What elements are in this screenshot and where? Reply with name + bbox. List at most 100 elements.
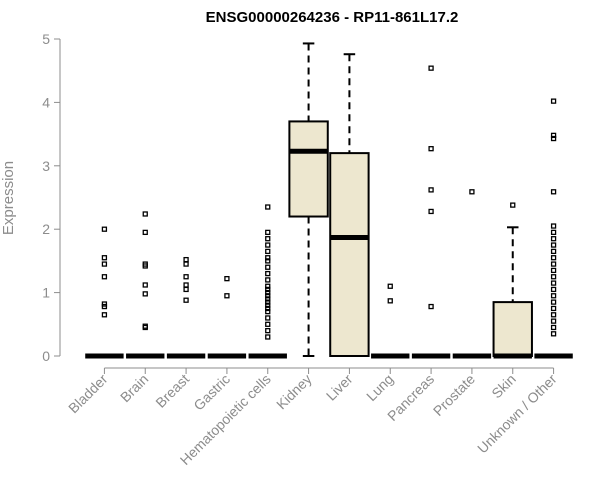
outlier-point [428, 187, 434, 193]
outlier-point [224, 293, 230, 299]
box-iqr [329, 152, 370, 357]
outlier-point [265, 289, 271, 296]
outlier-point [550, 274, 557, 280]
outlier-point [142, 229, 148, 236]
outlier-point [387, 298, 393, 304]
outlier-point [265, 204, 271, 210]
outlier-point [183, 286, 189, 293]
outlier-point [265, 270, 271, 277]
outlier-point [550, 286, 557, 293]
y-axis-label: Expression [0, 161, 17, 235]
y-tick-label: 2 [42, 221, 50, 237]
x-tick-label: Brain [117, 371, 151, 405]
outlier-point [265, 321, 271, 327]
box-brain [126, 211, 165, 359]
box-kidney [288, 42, 329, 357]
outlier-point [142, 261, 148, 267]
outlier-point [224, 276, 230, 282]
outlier-point [550, 312, 557, 318]
outlier-point [142, 282, 148, 288]
outlier-point [550, 135, 557, 142]
outlier-point [265, 327, 271, 334]
outlier-point [428, 303, 434, 310]
outlier-point [265, 258, 271, 264]
outlier-point [101, 312, 108, 318]
outlier-point [101, 226, 108, 232]
outlier-point [265, 242, 271, 248]
box-iqr [492, 301, 533, 357]
box-lung [371, 283, 410, 359]
outlier-point [101, 274, 108, 280]
outlier-point [550, 331, 557, 337]
outlier-point [550, 189, 557, 195]
x-tick-label: Bladder [65, 371, 111, 417]
outlier-point [101, 255, 108, 261]
x-tick-label: Prostate [430, 371, 478, 419]
outlier-point [265, 248, 271, 255]
outlier-point [101, 301, 108, 307]
outlier-point [101, 261, 108, 267]
outlier-point [550, 242, 557, 248]
y-tick-label: 5 [42, 31, 50, 47]
outlier-point [183, 274, 189, 280]
outlier-point [142, 291, 148, 297]
outlier-point [387, 283, 393, 289]
outlier-point [550, 98, 557, 104]
y-axis: 0 1 2 3 4 5 [42, 31, 61, 364]
outlier-point [428, 65, 434, 71]
outlier-point [265, 277, 271, 283]
y-tick-label: 1 [42, 285, 50, 301]
outlier-point [550, 299, 557, 305]
box-hematopoietic-cells [248, 204, 287, 359]
box-liver [329, 53, 370, 357]
outlier-point [550, 255, 557, 261]
box-iqr [288, 120, 329, 218]
outlier-point [469, 189, 475, 195]
box-gastric [207, 276, 247, 359]
outlier-point [550, 324, 557, 331]
x-tick-label: Skin [488, 371, 519, 402]
outlier-point [428, 208, 434, 215]
x-tick-label: Breast [152, 371, 192, 411]
box-pancreas [411, 65, 451, 359]
outlier-point [550, 236, 557, 242]
outlier-point [510, 202, 516, 208]
outlier-point [265, 299, 271, 305]
outlier-point [265, 334, 271, 340]
outlier-point [265, 229, 271, 236]
outlier-point [142, 211, 148, 217]
outlier-point [265, 236, 271, 242]
box-bladder [85, 226, 124, 359]
outlier-point [265, 293, 271, 299]
outlier-point [265, 283, 271, 289]
outlier-point [183, 282, 189, 288]
outlier-point [550, 248, 557, 255]
x-tick-label: Kidney [273, 371, 315, 413]
box-skin [492, 202, 533, 359]
outlier-point [550, 229, 557, 236]
x-tick-label: Lung [363, 371, 396, 404]
box-prostate [452, 189, 492, 359]
chart-title: ENSG00000264236 - RP11-861L17.2 [206, 9, 459, 26]
outlier-point [183, 256, 189, 263]
outlier-point [265, 286, 271, 293]
box-series [85, 42, 573, 359]
outlier-point [265, 308, 271, 315]
box-unknown-other [534, 98, 573, 359]
outlier-point [550, 280, 557, 286]
outlier-point [550, 318, 557, 324]
outlier-point [550, 223, 557, 229]
outlier-point [265, 255, 271, 261]
outlier-point [550, 132, 557, 139]
outlier-point [142, 323, 148, 329]
outlier-point [265, 302, 271, 308]
outlier-point [550, 261, 557, 267]
y-tick-label: 4 [42, 94, 50, 110]
outlier-point [550, 267, 557, 274]
y-tick-label: 0 [42, 348, 50, 364]
x-tick-label: Liver [323, 371, 356, 404]
outlier-point [550, 305, 557, 312]
outlier-point [265, 264, 271, 270]
